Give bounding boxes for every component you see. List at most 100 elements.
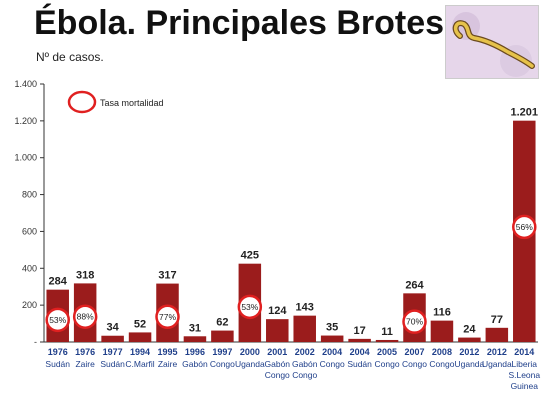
- mortality-label: 77%: [159, 312, 176, 322]
- bar: [458, 337, 481, 342]
- x-year-label: 2005: [377, 347, 397, 357]
- mortality-ring-icon: [512, 214, 537, 240]
- mortality-ring-icon: [402, 309, 427, 334]
- chart-title: Ébola. Principales Brotes.: [34, 4, 454, 42]
- value-label: 77: [491, 314, 503, 326]
- mortality-label: 70%: [406, 317, 423, 327]
- x-year-label: 1977: [103, 347, 123, 357]
- y-tick-label: 1.200: [14, 116, 37, 126]
- bar: [128, 332, 152, 342]
- bar: [320, 335, 344, 342]
- x-place-label: Sudán: [45, 359, 70, 369]
- y-tick-label: 400: [22, 263, 37, 273]
- ebola-virus-image: [445, 5, 539, 79]
- x-place-label: Sudán: [100, 359, 125, 369]
- bar: [266, 319, 289, 342]
- mortality-ring-icon: [155, 304, 180, 330]
- x-year-label: 2014: [514, 347, 534, 357]
- bar: [183, 336, 207, 342]
- x-place-label: Zaire: [158, 359, 178, 369]
- x-place-label: Congo: [292, 370, 317, 380]
- x-year-label: 2001: [267, 347, 287, 357]
- value-label: 1.201: [511, 107, 539, 119]
- x-place-label: Zaire: [75, 359, 95, 369]
- x-labels: 1976Sudán1976Zaire1977Sudán1994C.Marfil1…: [45, 347, 540, 391]
- x-year-label: 2007: [404, 347, 424, 357]
- bars: [46, 120, 536, 343]
- bar: [348, 338, 371, 342]
- x-year-label: 2002: [295, 347, 315, 357]
- y-tick-label: 1.400: [14, 79, 37, 89]
- legend-label: Tasa mortalidad: [100, 98, 164, 108]
- y-tick-label: -: [34, 337, 37, 347]
- bar: [375, 339, 399, 342]
- value-label: 31: [189, 322, 201, 334]
- y-tick-label: 1.000: [14, 153, 37, 163]
- mortality-ring-icon: [45, 307, 70, 333]
- bar: [101, 335, 124, 342]
- value-label: 17: [353, 325, 365, 337]
- value-labels: 284 318 34 52 317 31 62 425 124 143 35 17 11 264 116 24…: [49, 107, 539, 338]
- mortality-ring-icon: [72, 304, 98, 329]
- value-label: 24: [463, 324, 476, 336]
- x-year-label: 1995: [157, 347, 177, 357]
- x-place-label: Guinea: [511, 381, 539, 391]
- x-year-label: 1997: [212, 347, 232, 357]
- x-year-label: 1976: [48, 347, 68, 357]
- x-year-label: 1994: [130, 347, 150, 357]
- red-ring-icon: [67, 90, 97, 114]
- x-place-label: S.Leona: [508, 370, 540, 380]
- value-label: 116: [433, 307, 451, 319]
- y-tick-label: 800: [22, 190, 37, 200]
- mortality-markers: 53% 88% 77% 53% 70% 56%: [45, 214, 537, 334]
- mortality-label: 56%: [516, 222, 533, 232]
- x-place-label: C.Marfil: [125, 359, 154, 369]
- x-year-label: 2000: [240, 347, 260, 357]
- x-place-label: Congo: [320, 359, 345, 369]
- x-place-label: Gabón: [292, 359, 318, 369]
- legend: Tasa mortalidad: [67, 90, 164, 114]
- x-place-label: Sudán: [347, 359, 372, 369]
- bar: [293, 315, 316, 342]
- value-label: 264: [405, 279, 424, 291]
- x-place-label: Congo: [265, 370, 290, 380]
- mortality-label: 53%: [49, 315, 66, 325]
- chart-subtitle: Nº de casos.: [36, 50, 104, 64]
- bar: [211, 330, 234, 342]
- x-place-label: Congo: [402, 359, 427, 369]
- x-place-label: Gabón: [182, 359, 208, 369]
- value-label: 35: [326, 322, 338, 334]
- x-place-label: Congo: [210, 359, 235, 369]
- y-tick-label: 200: [22, 300, 37, 310]
- x-year-label: 2004: [322, 347, 342, 357]
- mortality-ring-icon: [237, 294, 263, 320]
- value-label: 318: [76, 269, 94, 281]
- x-year-label: 1976: [75, 347, 95, 357]
- y-tick-label: 600: [22, 226, 37, 236]
- value-label: 11: [381, 326, 393, 338]
- x-place-label: Uganda: [454, 359, 484, 369]
- value-label: 425: [241, 250, 259, 262]
- x-place-label: Uganda: [482, 359, 512, 369]
- value-label: 52: [134, 318, 146, 330]
- value-label: 34: [106, 322, 119, 334]
- x-place-label: Congo: [429, 359, 454, 369]
- mortality-label: 53%: [241, 302, 258, 312]
- y-axis: - 200 400 600 800 1.000 1.200 1.400: [14, 79, 538, 347]
- value-label: 284: [49, 276, 68, 288]
- x-year-label: 2012: [459, 347, 479, 357]
- x-place-label: Gabón: [265, 359, 291, 369]
- bar: [485, 327, 509, 342]
- value-label: 62: [216, 317, 228, 329]
- x-place-label: Liberia: [512, 359, 538, 369]
- x-year-label: 2008: [432, 347, 452, 357]
- x-place-label: Uganda: [235, 359, 265, 369]
- bar: [430, 320, 454, 342]
- value-label: 143: [296, 302, 314, 314]
- x-year-label: 2004: [350, 347, 370, 357]
- x-year-label: 1996: [185, 347, 205, 357]
- x-place-label: Congo: [375, 359, 400, 369]
- value-label: 317: [158, 270, 176, 282]
- value-label: 124: [268, 305, 287, 317]
